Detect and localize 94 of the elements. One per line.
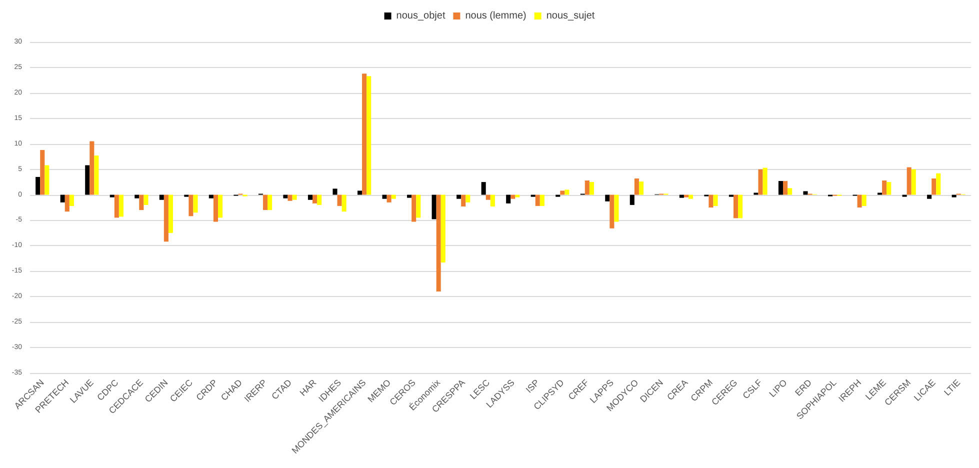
bar [262,194,268,210]
bar [936,173,941,195]
legend-label: nous_sujet [546,10,595,22]
bar [60,194,65,202]
bar [886,182,892,195]
bar [584,180,590,195]
bar [911,169,916,195]
bar [432,194,436,220]
bar [758,169,763,195]
bar [114,194,119,218]
bar [332,188,338,195]
bar [932,178,936,195]
bar [416,194,421,218]
bar [188,194,194,216]
bar [738,194,743,218]
bar [882,180,887,195]
bar [85,165,90,195]
bar [540,194,544,206]
bar [118,194,124,217]
bar [456,194,462,199]
bar [564,190,570,195]
legend-label: nous_objet [396,10,446,22]
bar [510,194,516,199]
bar [44,165,50,195]
bar [614,194,619,222]
bar [630,194,634,205]
bar [927,194,932,199]
bar [164,194,168,242]
bar [733,194,738,218]
bar [283,194,288,198]
bar [783,181,788,195]
bar [308,194,313,200]
bar [788,188,792,195]
bar [688,194,694,199]
bar [857,194,862,208]
bar [862,194,866,206]
bar [69,194,74,206]
bar [94,156,99,195]
bar [193,194,198,213]
bar [778,181,784,195]
bar [490,194,495,206]
bar [515,194,520,198]
bar [952,194,956,198]
bar [208,194,214,198]
x-tick-label: ISP [524,377,542,395]
bar [486,194,490,200]
bar [461,194,466,206]
bar [436,194,441,292]
bar [589,182,594,195]
bar [708,194,714,208]
bar [218,194,223,218]
bar [288,194,292,201]
bar [684,194,688,198]
bar [362,74,367,195]
bar [535,194,540,206]
bar [481,182,486,195]
bar [440,194,446,262]
bar [268,194,272,210]
bar [337,194,342,206]
bar [713,194,718,206]
bar [560,190,565,195]
bar [317,194,322,205]
bar [382,194,387,199]
bar [159,194,164,200]
bar [634,178,639,195]
bar [412,194,416,222]
bar [610,194,614,228]
bar [366,76,372,195]
bar [40,150,45,195]
bar [90,141,94,195]
legend-label: nous (lemme) [465,10,526,22]
bar [312,194,318,204]
bar [134,194,140,198]
bar [357,190,362,195]
bar [638,182,644,195]
bar [803,191,808,195]
bar [386,194,392,202]
bar [506,194,511,204]
bar [762,168,768,195]
bar [144,194,148,205]
bar [36,176,40,195]
bar [292,194,297,200]
bar [466,194,470,202]
bar [64,194,70,212]
bar [342,194,346,212]
bar [168,194,174,233]
bar [906,167,912,195]
bar [605,194,610,202]
bar [391,194,396,199]
bar [213,194,218,222]
bar [139,194,144,210]
bar [679,194,684,198]
bar [407,194,412,198]
bar [110,194,114,198]
